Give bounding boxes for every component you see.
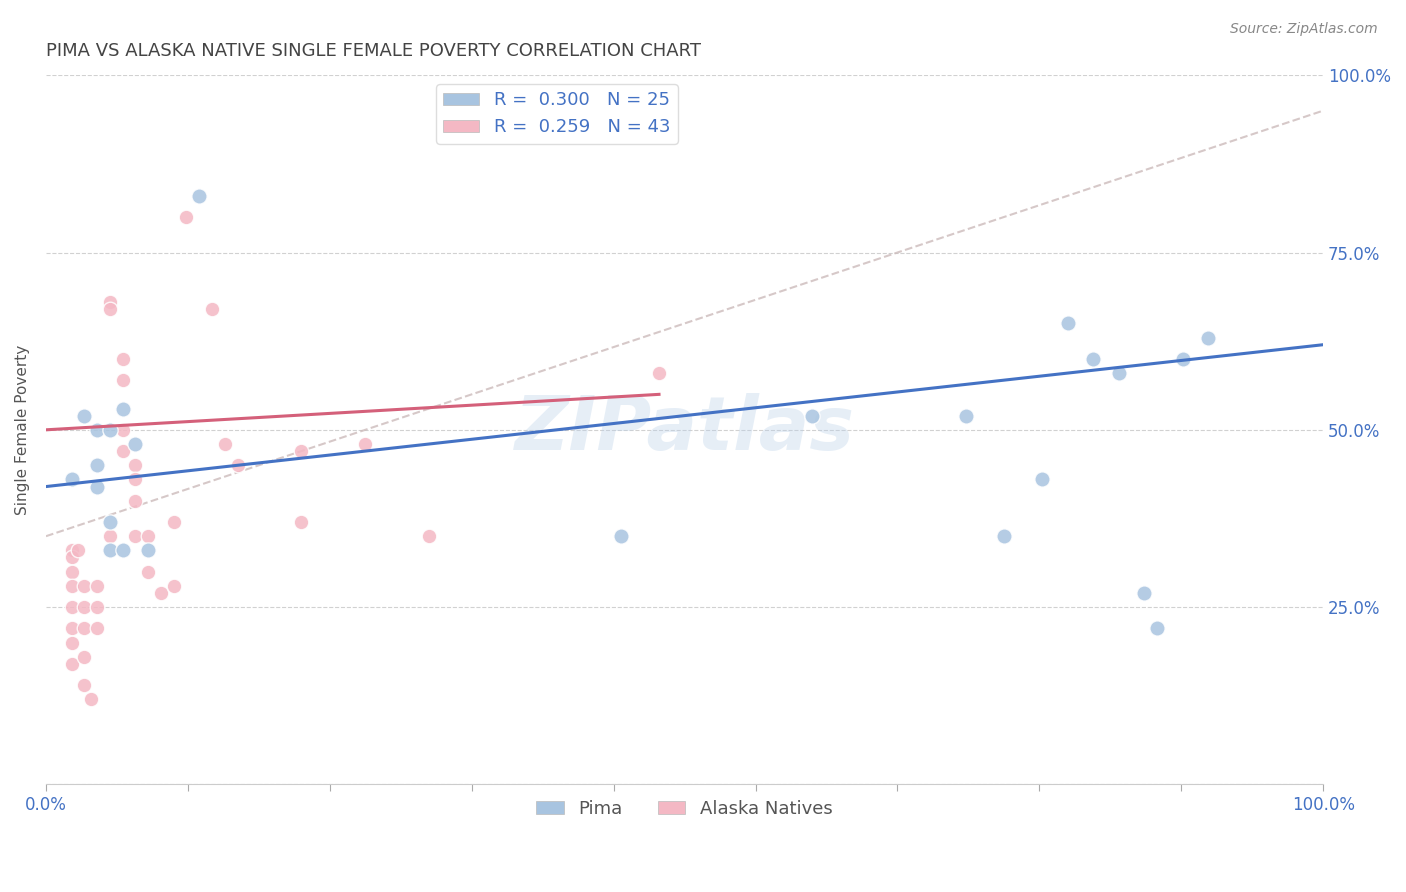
Point (290, 444, 312, 458)
Point (1171, 351, 1194, 366)
Point (124, 529, 146, 543)
Point (801, 409, 824, 423)
Point (1056, 317, 1078, 331)
Point (86, 579, 108, 593)
Point (124, 437, 146, 451)
Point (111, 543, 134, 558)
Point (98, 302, 121, 317)
Point (111, 401, 134, 416)
Point (136, 543, 159, 558)
Point (60, 600, 83, 615)
Point (111, 444, 134, 458)
Point (955, 409, 977, 423)
Point (163, 515, 186, 529)
Point (60, 657, 83, 671)
Point (60, 565, 83, 579)
Point (188, 188, 211, 202)
Point (609, 529, 631, 543)
Point (993, 529, 1015, 543)
Point (73, 649, 96, 664)
Point (149, 586, 172, 600)
Point (98, 515, 121, 529)
Point (1146, 621, 1168, 635)
Point (73, 621, 96, 635)
Point (176, 210, 198, 224)
Point (354, 437, 377, 451)
Point (66, 543, 89, 558)
Point (124, 458, 146, 473)
Legend: Pima, Alaska Natives: Pima, Alaska Natives (529, 793, 839, 825)
Point (60, 635, 83, 649)
Point (73, 678, 96, 692)
Point (98, 543, 121, 558)
Point (60, 543, 83, 558)
Point (98, 295, 121, 310)
Point (86, 423, 108, 437)
Point (98, 423, 121, 437)
Point (79, 692, 101, 706)
Point (1031, 473, 1053, 487)
Point (1083, 351, 1105, 366)
Point (86, 458, 108, 473)
Point (648, 366, 671, 380)
Point (60, 473, 83, 487)
Point (136, 565, 159, 579)
Point (1133, 586, 1156, 600)
Point (136, 529, 159, 543)
Text: Source: ZipAtlas.com: Source: ZipAtlas.com (1230, 22, 1378, 37)
Point (60, 579, 83, 593)
Point (86, 621, 108, 635)
Point (214, 437, 236, 451)
Point (1197, 330, 1219, 344)
Point (111, 351, 134, 366)
Point (226, 458, 249, 473)
Text: PIMA VS ALASKA NATIVE SINGLE FEMALE POVERTY CORRELATION CHART: PIMA VS ALASKA NATIVE SINGLE FEMALE POVE… (46, 42, 702, 60)
Point (290, 515, 312, 529)
Point (1108, 366, 1130, 380)
Point (86, 479, 108, 493)
Point (163, 579, 186, 593)
Point (60, 621, 83, 635)
Point (124, 473, 146, 487)
Text: ZIPatlas: ZIPatlas (515, 393, 855, 467)
Point (73, 409, 96, 423)
Point (124, 493, 146, 508)
Point (418, 529, 440, 543)
Point (60, 550, 83, 565)
Point (86, 600, 108, 615)
Point (98, 529, 121, 543)
Point (111, 373, 134, 387)
Y-axis label: Single Female Poverty: Single Female Poverty (15, 344, 30, 515)
Point (73, 600, 96, 615)
Point (111, 423, 134, 437)
Point (201, 302, 224, 317)
Point (73, 579, 96, 593)
